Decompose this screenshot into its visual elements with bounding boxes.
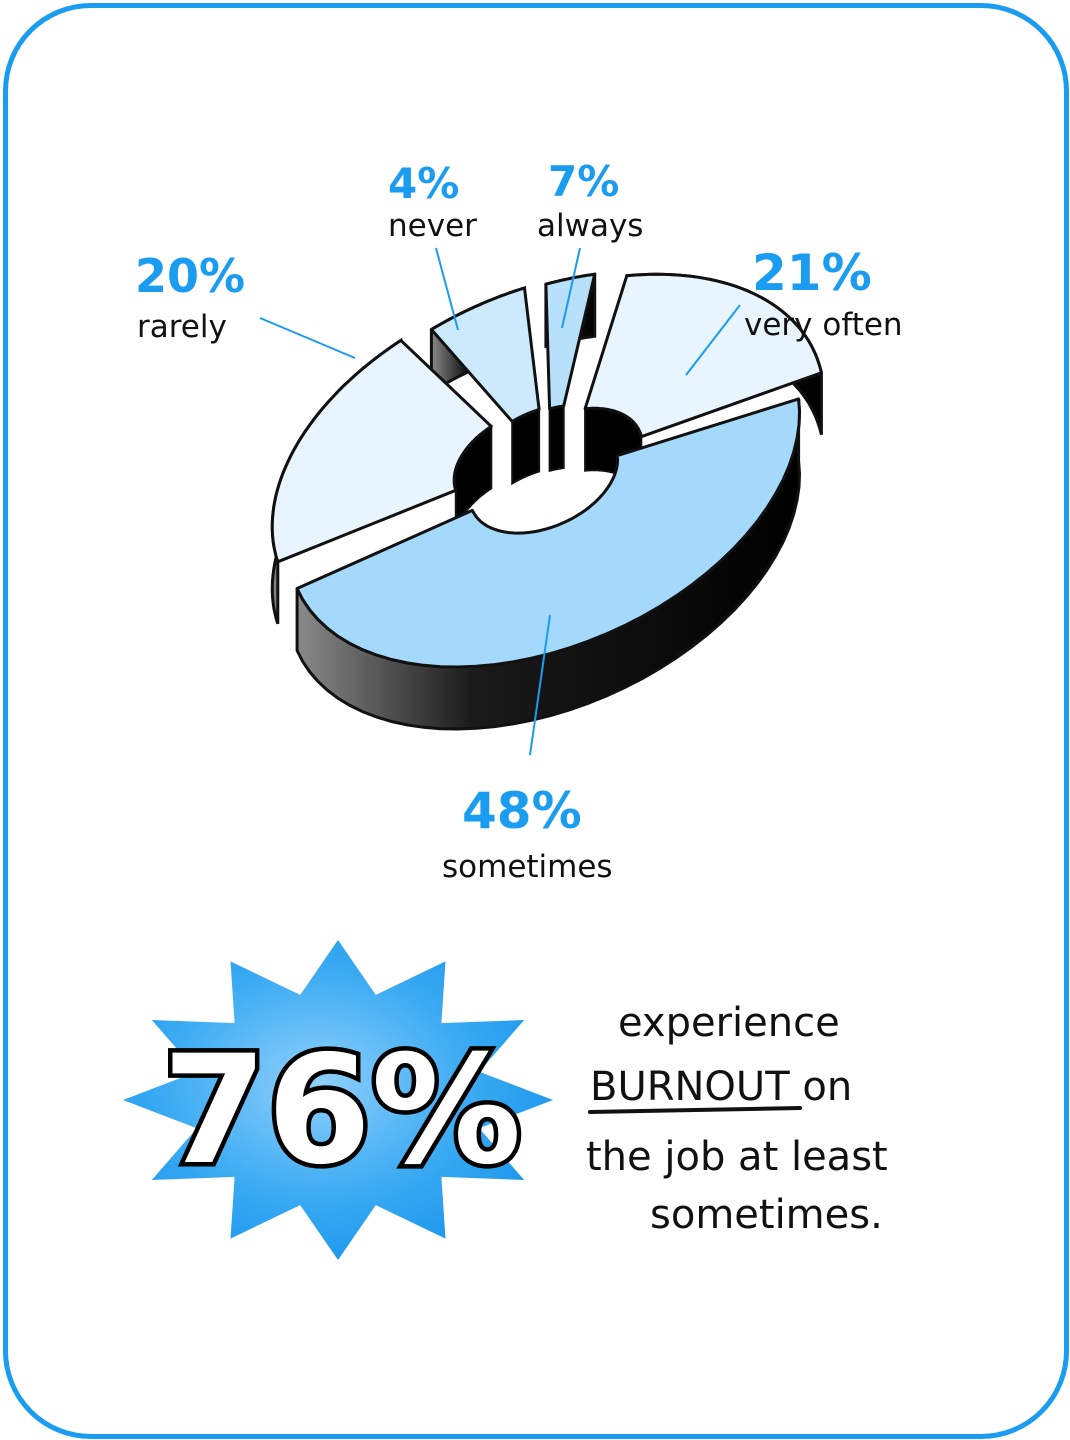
leader-line-very-often bbox=[685, 304, 741, 376]
slice-category-label: always bbox=[537, 208, 643, 244]
slice-category-label: never bbox=[388, 208, 477, 244]
donut-slice-always bbox=[429, 286, 541, 423]
slice-label-very-often: 21% very often bbox=[744, 244, 903, 343]
slice-label-sometimes: 48% sometimes bbox=[442, 782, 613, 885]
leader-line-rarely bbox=[259, 317, 356, 359]
donut-slice-never bbox=[544, 272, 597, 411]
callout-caption: experience BURNOUT on the job at least s… bbox=[586, 1000, 888, 1238]
leader-line-never bbox=[435, 247, 459, 331]
card-frame bbox=[3, 3, 1069, 1439]
stat-callout: 76% bbox=[123, 940, 553, 1260]
leader-lines bbox=[259, 247, 741, 756]
donut-slice-very-often bbox=[270, 338, 493, 564]
caption-line-4: sometimes. bbox=[650, 1192, 883, 1238]
caption-line-3: the job at least bbox=[586, 1134, 888, 1180]
burnout-underline bbox=[588, 1106, 802, 1114]
leader-line-always bbox=[561, 247, 581, 329]
donut-slice-tops bbox=[270, 272, 823, 669]
donut-slice-rarely bbox=[583, 272, 823, 439]
slice-label-rarely: 20% rarely bbox=[135, 249, 245, 345]
leader-line-sometimes bbox=[529, 614, 551, 756]
caption-line-1: experience bbox=[618, 1000, 840, 1046]
donut-chart bbox=[270, 272, 823, 731]
slice-category-label: rarely bbox=[137, 309, 227, 345]
starburst-badge bbox=[123, 940, 553, 1260]
caption-line-2: BURNOUT on bbox=[590, 1064, 852, 1110]
donut-slice-inner-wall bbox=[548, 405, 565, 472]
slice-label-never: 4% never bbox=[388, 159, 477, 244]
callout-value: 76% bbox=[162, 1024, 521, 1198]
slice-category-label: sometimes bbox=[442, 849, 613, 885]
slice-value-label: 21% bbox=[752, 244, 872, 302]
slice-value-label: 48% bbox=[462, 782, 582, 840]
slice-value-label: 4% bbox=[388, 159, 459, 208]
slice-value-label: 20% bbox=[135, 249, 245, 303]
donut-slice-sometimes bbox=[295, 397, 801, 669]
slice-category-label: very often bbox=[744, 307, 903, 343]
slice-label-always: 7% always bbox=[537, 157, 643, 244]
slice-value-label: 7% bbox=[548, 157, 619, 206]
